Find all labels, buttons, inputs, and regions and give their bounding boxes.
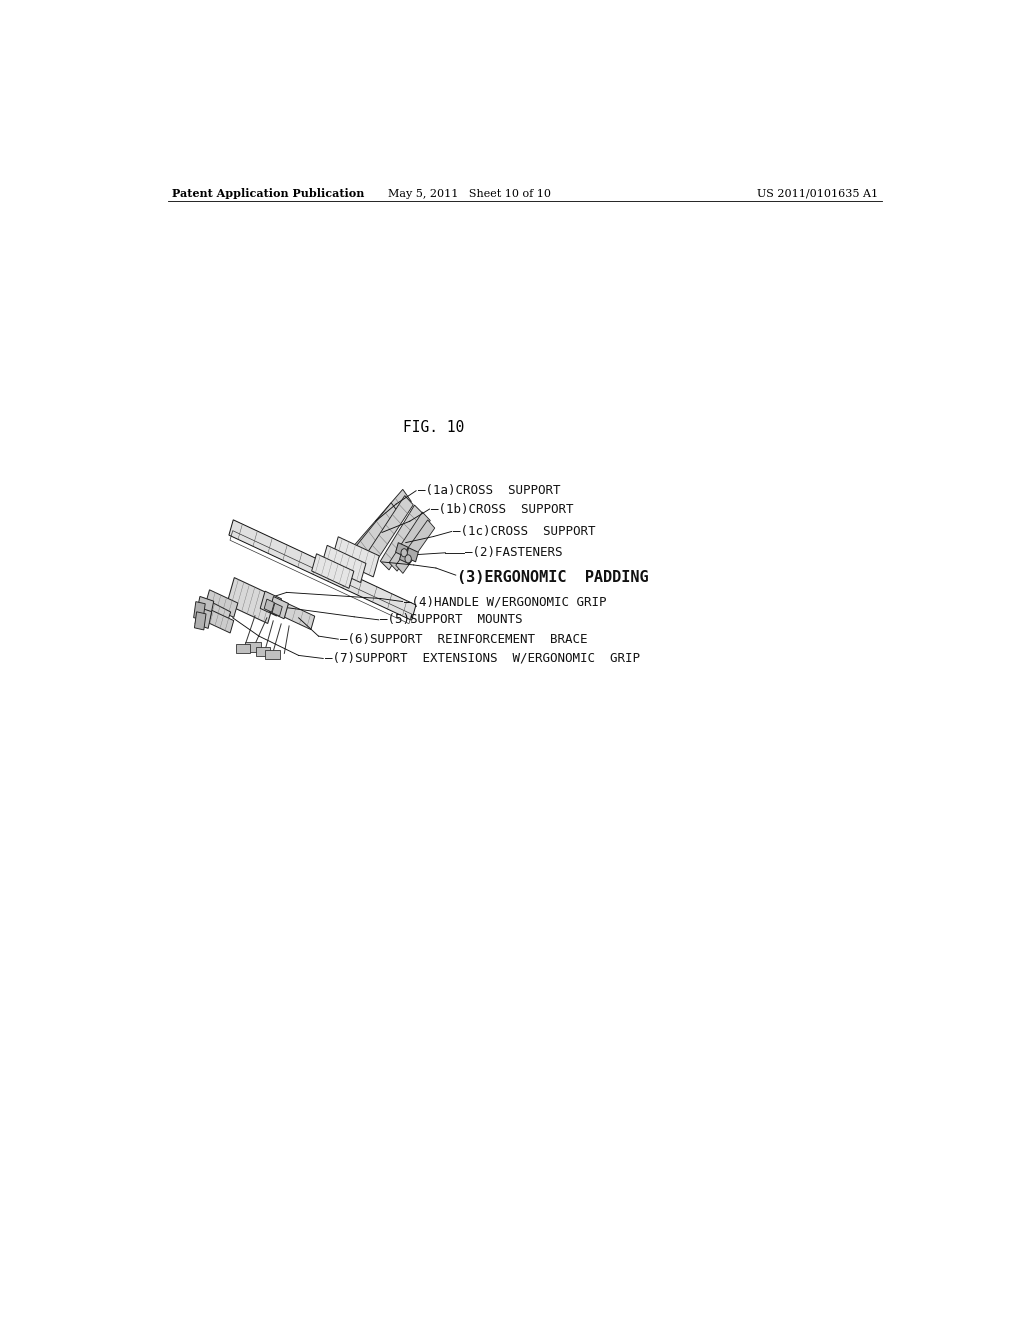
Polygon shape [195,611,206,630]
Text: —(1b)CROSS  SUPPORT: —(1b)CROSS SUPPORT [431,503,573,516]
Polygon shape [226,578,275,623]
Polygon shape [389,512,430,572]
Text: —(6)SUPPORT  REINFORCEMENT  BRACE: —(6)SUPPORT REINFORCEMENT BRACE [340,632,588,645]
Polygon shape [194,602,205,620]
Text: —(5)SUPPORT  MOUNTS: —(5)SUPPORT MOUNTS [380,614,523,627]
Polygon shape [322,545,366,582]
Polygon shape [206,590,238,618]
Polygon shape [264,599,274,612]
Polygon shape [332,537,379,577]
Polygon shape [196,607,212,628]
Polygon shape [269,597,289,619]
Polygon shape [205,609,233,634]
Text: US 2011/0101635 A1: US 2011/0101635 A1 [757,189,878,199]
Polygon shape [259,591,314,630]
Polygon shape [260,591,282,616]
Polygon shape [345,503,399,570]
Polygon shape [245,643,260,652]
Text: —(7)SUPPORT  EXTENSIONS  W/ERGONOMIC  GRIP: —(7)SUPPORT EXTENSIONS W/ERGONOMIC GRIP [325,652,640,665]
Polygon shape [256,647,270,656]
Polygon shape [395,543,408,557]
Circle shape [401,549,408,557]
Text: (3)ERGONOMIC  PADDING: (3)ERGONOMIC PADDING [458,570,649,585]
Polygon shape [236,644,250,653]
Polygon shape [200,598,230,626]
Text: —(1c)CROSS  SUPPORT: —(1c)CROSS SUPPORT [454,525,596,539]
Text: —(1a)CROSS  SUPPORT: —(1a)CROSS SUPPORT [418,484,560,498]
Polygon shape [265,649,280,659]
Polygon shape [272,603,283,616]
Circle shape [404,554,412,562]
Text: May 5, 2011   Sheet 10 of 10: May 5, 2011 Sheet 10 of 10 [388,189,551,199]
Text: FIG. 10: FIG. 10 [402,420,464,436]
Polygon shape [396,520,435,573]
Polygon shape [352,490,412,560]
Polygon shape [406,548,419,562]
Text: Patent Application Publication: Patent Application Publication [172,189,364,199]
Polygon shape [367,495,414,564]
Text: —(2)FASTENERS: —(2)FASTENERS [465,546,563,560]
Polygon shape [399,550,412,564]
Polygon shape [311,554,354,589]
Text: —(4)HANDLE W/ERGONOMIC GRIP: —(4)HANDLE W/ERGONOMIC GRIP [404,595,606,609]
Polygon shape [229,520,416,620]
Polygon shape [380,506,423,570]
Polygon shape [197,597,214,619]
